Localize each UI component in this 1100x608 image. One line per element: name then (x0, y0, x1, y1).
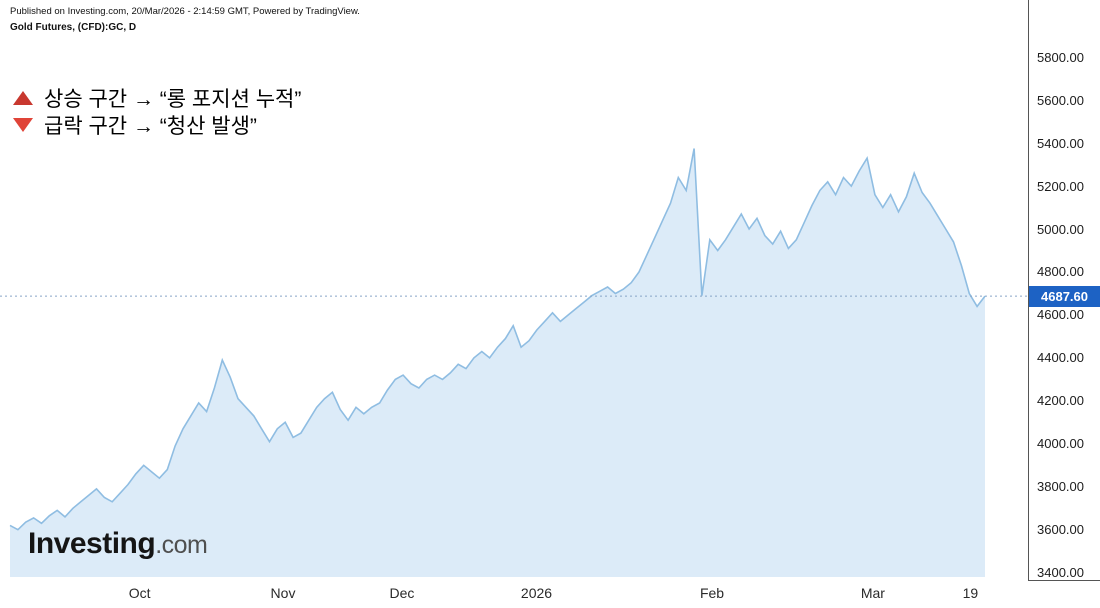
x-axis-label: Mar (860, 585, 885, 601)
down-triangle-icon (13, 117, 33, 132)
annotation-row-up: 상승 구간 → “롱 포지션 누적” (13, 84, 301, 111)
x-axis-corner-line (1028, 580, 1100, 581)
y-axis-label: 3600.00 (1037, 522, 1084, 538)
y-axis-label: 4000.00 (1037, 436, 1084, 452)
logo-main-text: Investing (28, 527, 156, 560)
area-fill (10, 148, 985, 577)
y-axis-label: 4400.00 (1037, 350, 1084, 366)
y-axis-label: 3800.00 (1037, 479, 1084, 495)
y-axis-label: 4200.00 (1037, 393, 1084, 409)
y-axis-label: 5400.00 (1037, 135, 1084, 151)
current-price-badge: 4687.60 (1029, 285, 1100, 307)
annotation-block: 상승 구간 → “롱 포지션 누적” 급락 구간 → “청산 발생” (13, 84, 301, 138)
x-axis-label: Oct (128, 585, 151, 601)
published-line: Published on Investing.com, 20/Mar/2026 … (10, 6, 360, 17)
up-triangle-icon (13, 90, 33, 105)
x-axis-label: Dec (389, 585, 415, 601)
annotation-up-text: 상승 구간 → “롱 포지션 누적” (44, 87, 302, 111)
x-axis-label: Nov (270, 585, 296, 601)
y-axis-label: 5200.00 (1037, 178, 1084, 194)
annotation-row-down: 급락 구간 → “청산 발생” (13, 111, 301, 138)
logo-suffix-text: .com (155, 531, 208, 559)
y-axis-label: 3400.00 (1037, 565, 1084, 581)
y-axis-label: 5000.00 (1037, 221, 1084, 237)
y-axis-line (1028, 0, 1029, 581)
y-axis-label: 4800.00 (1037, 264, 1084, 280)
x-axis-label: 19 (962, 585, 979, 601)
y-axis-label: 4600.00 (1037, 307, 1084, 323)
annotation-down-text: 급락 구간 → “청산 발생” (44, 114, 257, 138)
price-line (9, 148, 986, 531)
y-axis-label: 5800.00 (1037, 49, 1084, 65)
investing-logo[interactable]: Investing.com (28, 527, 208, 561)
instrument-title: Gold Futures, (CFD):GC, D (10, 22, 137, 33)
x-axis-label: 2026 (520, 585, 553, 601)
y-axis-label: 5600.00 (1037, 92, 1084, 108)
x-axis-label: Feb (699, 585, 725, 601)
